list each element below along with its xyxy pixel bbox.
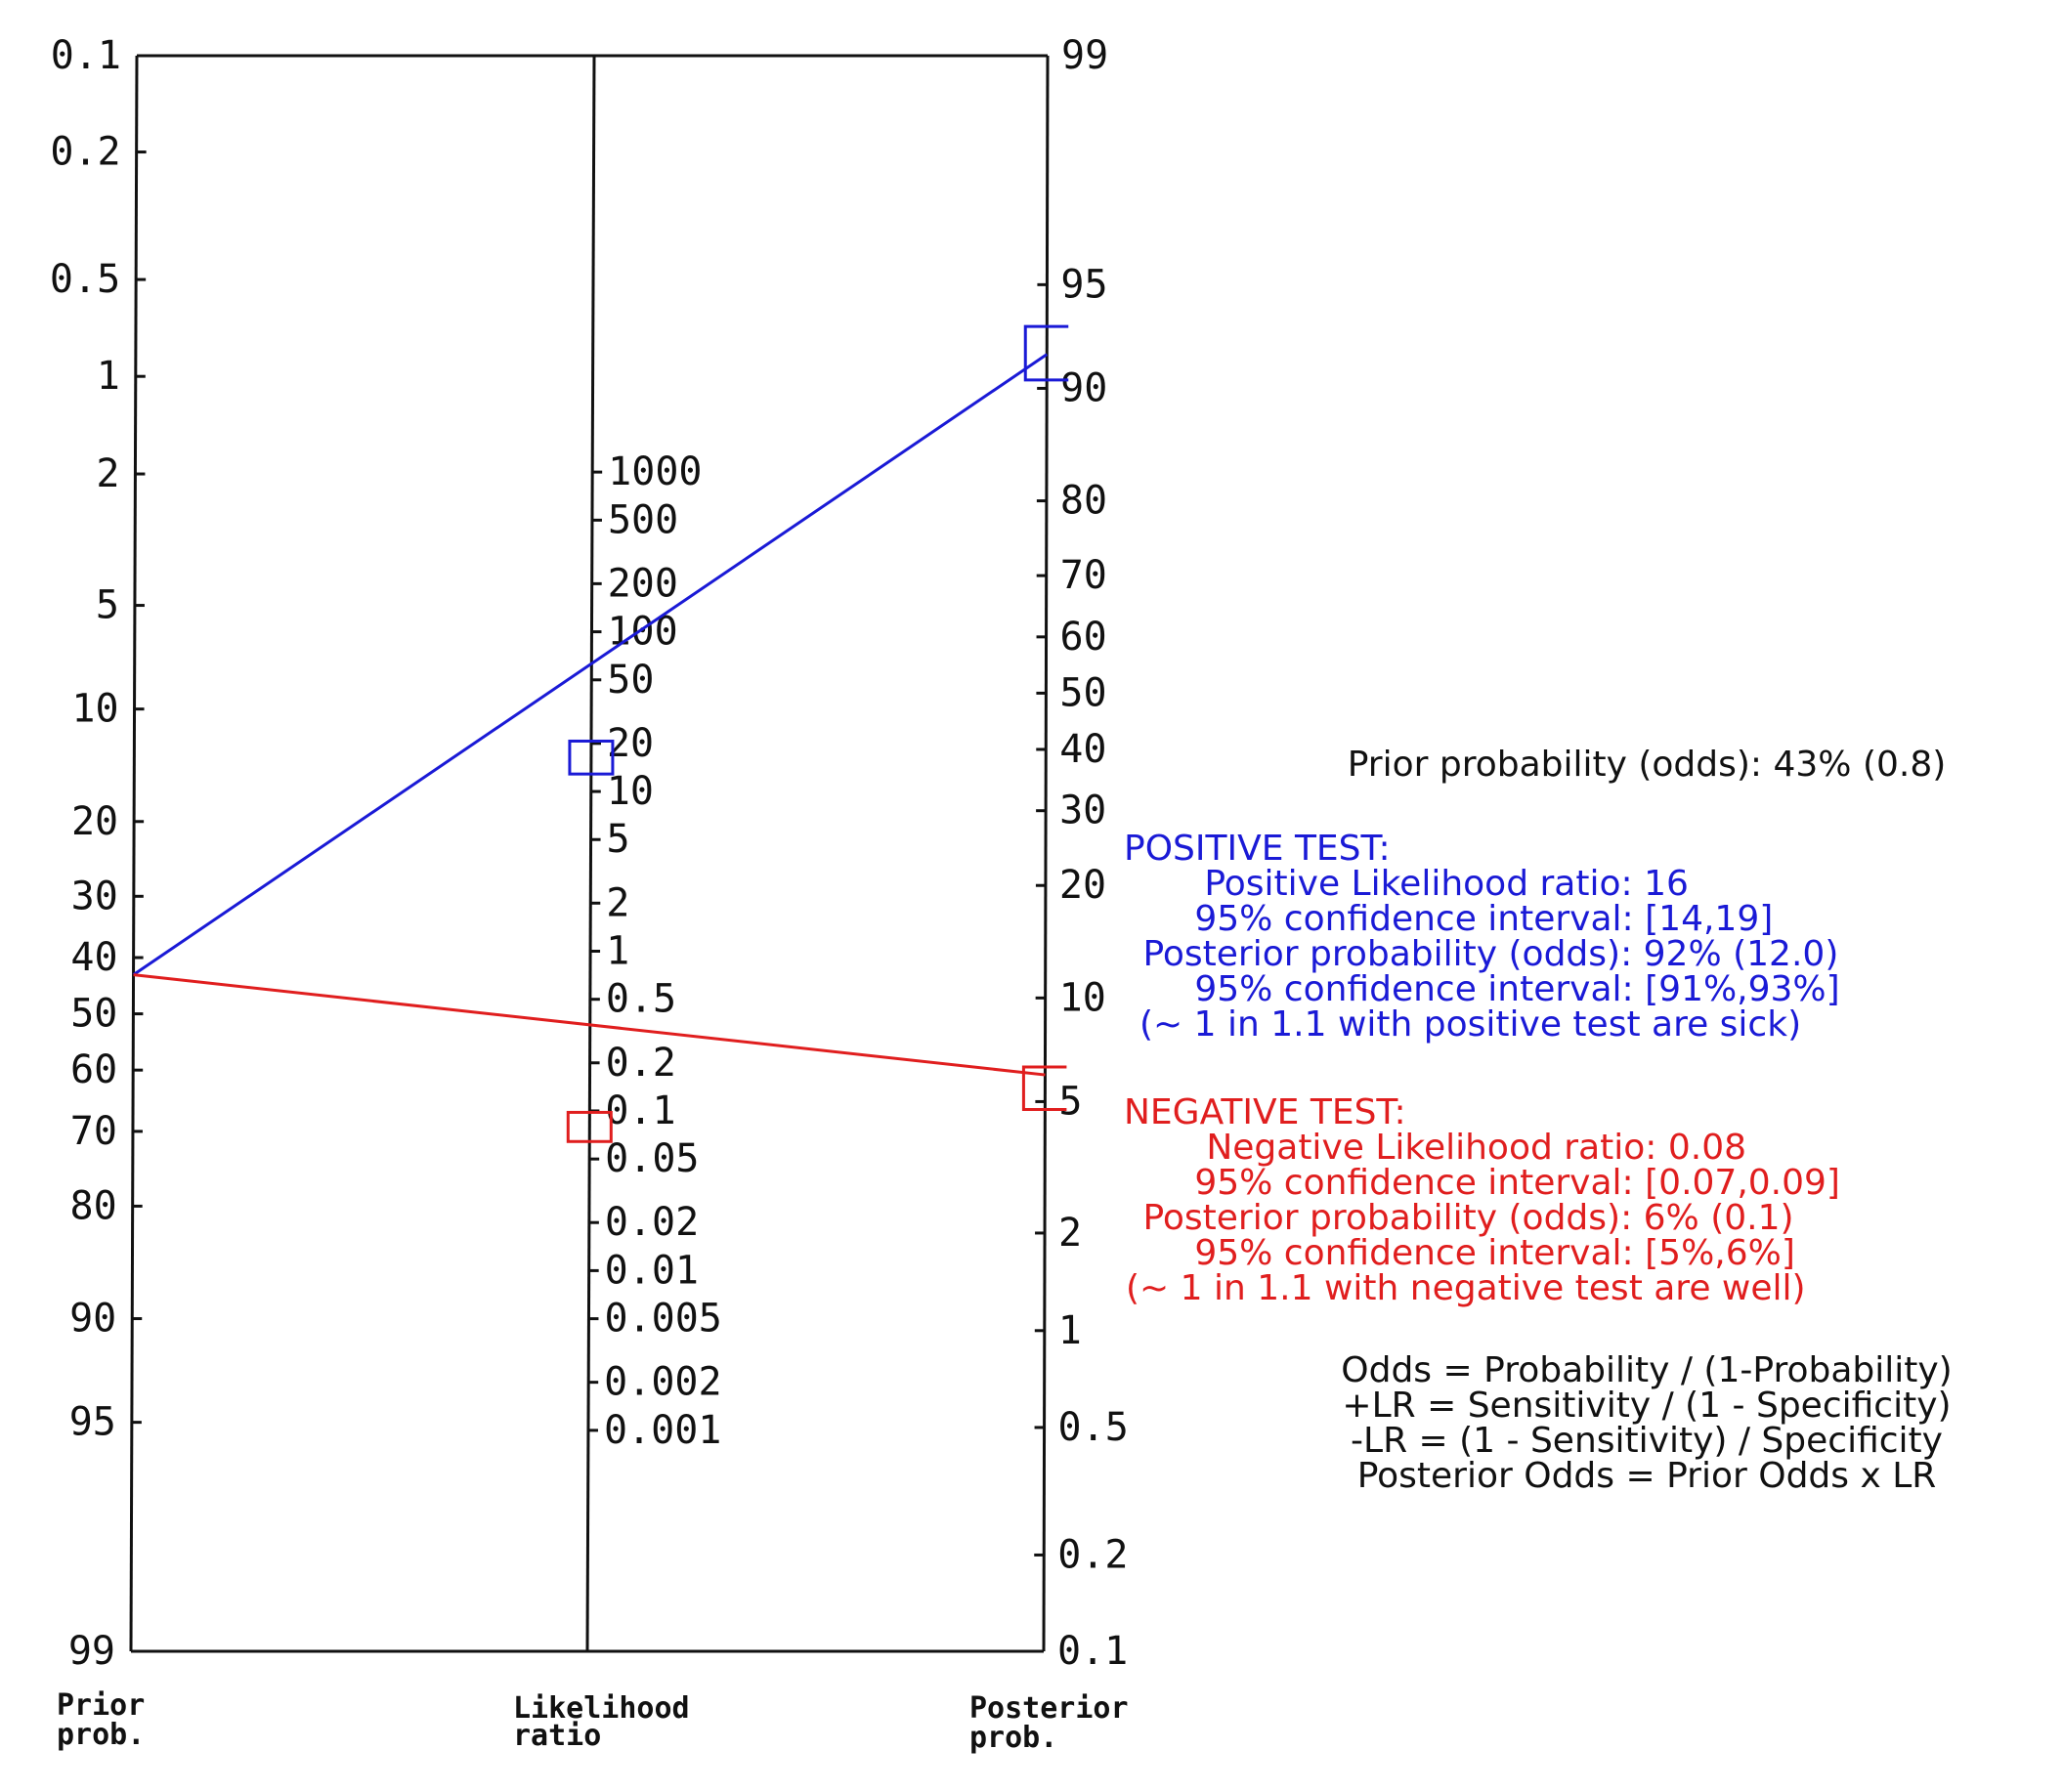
prior-tick-label: 1 xyxy=(97,354,120,399)
likelihood-axis-title-2: ratio xyxy=(513,1719,601,1753)
likelihood-tick-label: 0.005 xyxy=(604,1297,721,1342)
posterior-tick-label: 70 xyxy=(1060,553,1107,598)
likelihood-tick-label: 1 xyxy=(606,929,629,974)
likelihood-tick-label: 100 xyxy=(607,610,677,655)
positive-lr-ci-text: 95% confidence interval: [14,19] xyxy=(1161,899,1774,939)
prior-tick-label: 2 xyxy=(96,451,119,496)
likelihood-axis-title-1: Likelihood xyxy=(513,1691,690,1726)
likelihood-axis-line xyxy=(585,55,596,1652)
posterior-axis-ticks: 99 95 90 80 70 60 50 40 30 20 10 5 2 1 0.5 0.2 0.1 xyxy=(1034,33,1129,1674)
posterior-tick-label: 0.1 xyxy=(1057,1629,1128,1674)
negative-lr-ci-marker xyxy=(566,1110,613,1143)
likelihood-tick-label: 0.002 xyxy=(604,1360,721,1405)
prior-tick-label: 20 xyxy=(71,799,118,844)
prior-axis-ticks: 0.1 0.2 0.5 1 2 5 10 20 30 40 50 60 70 80 90 95 99 xyxy=(50,33,147,1674)
likelihood-tick-label: 1000 xyxy=(608,449,702,494)
positive-lr-text: Positive Likelihood ratio: 16 xyxy=(1171,864,1689,904)
likelihood-axis-ticks: 10005002001005020105210.50.20.10.050.020… xyxy=(587,449,722,1453)
posterior-tick-label: 20 xyxy=(1059,863,1106,908)
likelihood-tick-label: 0.2 xyxy=(606,1041,676,1086)
likelihood-tick-label: 0.05 xyxy=(605,1136,699,1181)
negative-posterior-ci-text: 95% confidence interval: [5%,6%] xyxy=(1161,1233,1795,1273)
posterior-axis-title-1: Posterior xyxy=(969,1691,1129,1726)
prior-axis-title-2: prob. xyxy=(57,1718,145,1752)
prior-tick-label: 40 xyxy=(70,935,117,980)
posterior-tick-label: 40 xyxy=(1059,727,1106,772)
prior-tick-label: 10 xyxy=(71,687,118,732)
negative-lr-ci-text: 95% confidence interval: [0.07,0.09] xyxy=(1161,1163,1840,1203)
prior-axis-line xyxy=(129,55,139,1652)
likelihood-tick-label: 20 xyxy=(607,721,654,766)
posterior-axis-line xyxy=(1042,55,1050,1652)
positive-summary-text: (~ 1 in 1.1 with positive test are sick) xyxy=(1139,1004,1802,1045)
prior-probability-text: Prior probability (odds): 43% (0.8) xyxy=(1347,745,1947,785)
test-lines xyxy=(132,324,1069,1143)
posterior-tick-label: 2 xyxy=(1058,1211,1082,1256)
negative-test-header: NEGATIVE TEST: xyxy=(1124,1092,1406,1132)
prior-tick-label: 70 xyxy=(70,1109,117,1154)
results-panel: Prior probability (odds): 43% (0.8) POSI… xyxy=(1124,747,2042,1494)
positive-test-header: POSITIVE TEST: xyxy=(1124,829,1391,869)
positive-posterior-ci-text: 95% confidence interval: [91%,93%] xyxy=(1161,969,1840,1009)
formulas-block: Odds = Probability / (1-Probability) +LR… xyxy=(1124,1353,2042,1494)
posterior-tick-label: 0.5 xyxy=(1058,1405,1129,1450)
posterior-tick-label: 10 xyxy=(1059,975,1106,1020)
posterior-tick-label: 99 xyxy=(1061,33,1108,78)
positive-test-line xyxy=(132,353,1049,976)
posterior-tick-label: 90 xyxy=(1060,365,1107,410)
prior-tick-label: 80 xyxy=(70,1183,117,1228)
posterior-tick-label: 95 xyxy=(1060,262,1107,307)
prior-tick-label: 0.2 xyxy=(50,130,120,175)
prior-tick-label: 30 xyxy=(71,874,118,918)
posterior-axis-title-2: prob. xyxy=(969,1721,1057,1755)
negative-summary-text: (~ 1 in 1.1 with negative test are well) xyxy=(1126,1268,1806,1308)
plot-frame xyxy=(129,54,1050,1653)
prior-tick-label: 99 xyxy=(68,1629,115,1674)
negative-posterior-text: Posterior probability (odds): 6% (0.1) xyxy=(1132,1198,1794,1238)
prior-tick-label: 50 xyxy=(70,992,117,1037)
formula-positive-lr: +LR = Sensitivity / (1 - Specificity) xyxy=(1342,1386,1952,1426)
positive-posterior-text: Posterior probability (odds): 92% (12.0) xyxy=(1132,934,1839,974)
posterior-tick-label: 5 xyxy=(1058,1079,1082,1124)
posterior-tick-label: 50 xyxy=(1059,670,1106,715)
negative-lr-text: Negative Likelihood ratio: 0.08 xyxy=(1173,1128,1747,1168)
positive-lr-ci-marker xyxy=(568,739,615,776)
posterior-tick-label: 80 xyxy=(1060,479,1107,524)
prior-axis-title-1: Prior xyxy=(57,1688,145,1723)
likelihood-tick-label: 0.1 xyxy=(605,1088,675,1133)
likelihood-tick-label: 5 xyxy=(607,817,630,862)
likelihood-tick-label: 200 xyxy=(608,561,678,606)
prior-tick-label: 0.5 xyxy=(50,257,120,302)
formula-posterior-odds: Posterior Odds = Prior Odds x LR xyxy=(1356,1456,1937,1496)
likelihood-tick-label: 0.02 xyxy=(605,1200,699,1245)
positive-posterior-ci-marker xyxy=(1023,324,1069,382)
likelihood-tick-label: 0.5 xyxy=(606,977,676,1022)
likelihood-tick-label: 500 xyxy=(608,497,678,542)
posterior-tick-label: 30 xyxy=(1059,789,1106,833)
formula-odds: Odds = Probability / (1-Probability) xyxy=(1341,1350,1953,1390)
prior-tick-label: 5 xyxy=(96,583,119,628)
negative-test-line xyxy=(133,973,1046,1077)
formula-negative-lr: -LR = (1 - Sensitivity) / Specificity xyxy=(1351,1421,1943,1461)
posterior-tick-label: 1 xyxy=(1058,1308,1082,1353)
likelihood-tick-label: 10 xyxy=(607,769,654,814)
likelihood-tick-label: 0.001 xyxy=(604,1408,721,1453)
prior-tick-label: 60 xyxy=(70,1047,117,1092)
posterior-tick-label: 0.2 xyxy=(1057,1532,1128,1577)
prior-tick-label: 90 xyxy=(69,1297,116,1342)
axis-titles: Prior prob. Likelihood ratio Posterior p… xyxy=(57,1688,1129,1755)
prior-tick-label: 0.1 xyxy=(51,33,121,78)
positive-test-block: POSITIVE TEST: Positive Likelihood ratio… xyxy=(1124,832,2042,1043)
likelihood-tick-label: 2 xyxy=(606,880,629,925)
prior-tick-label: 95 xyxy=(69,1400,116,1445)
negative-test-block: NEGATIVE TEST: Negative Likelihood ratio… xyxy=(1124,1095,2042,1306)
posterior-tick-label: 60 xyxy=(1060,615,1107,660)
negative-posterior-ci-marker xyxy=(1021,1065,1067,1111)
likelihood-tick-label: 50 xyxy=(607,658,654,703)
likelihood-tick-label: 0.01 xyxy=(605,1248,699,1293)
